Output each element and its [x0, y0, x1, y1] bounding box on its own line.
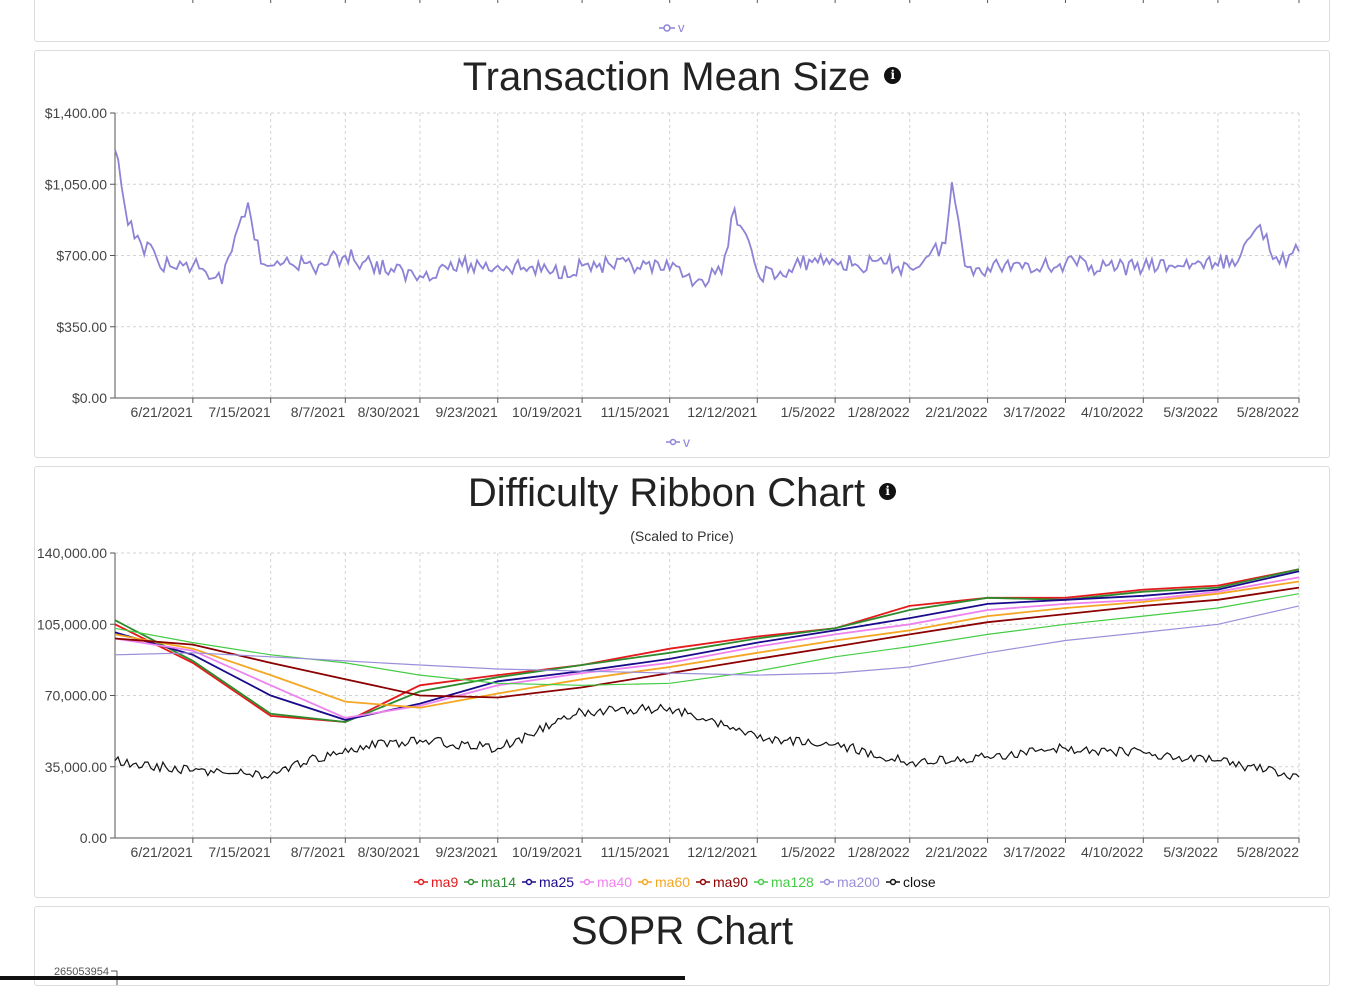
- x-tick-label: 3/17/2022: [1003, 844, 1065, 860]
- tx-mean-size-panel: Transaction Mean Size i $0.00 $350.00 $700.…: [34, 50, 1330, 458]
- series-line-ma25[interactable]: [114, 570, 1300, 721]
- x-tick-label: 9/23/2021: [435, 404, 497, 420]
- y-tick-label: $700.00: [56, 248, 107, 264]
- y-tick-label: $1,050.00: [45, 176, 107, 192]
- x-tick-label: 7/15/2021: [208, 844, 270, 860]
- ribbon-chart-svg: 0.00 35,000.00 70,000.00 105,000.00 140,000.…: [37, 545, 1300, 890]
- legend-item-ma9[interactable]: ma9: [414, 874, 458, 890]
- x-tick-label: 2/21/2022: [925, 844, 987, 860]
- panel-title: Transaction Mean Size: [462, 55, 871, 99]
- tx-panel-title-row: Transaction Mean Size i: [35, 55, 1329, 100]
- x-tick-label: 4/10/2022: [1081, 404, 1143, 420]
- x-tick-label: 6/21/2021: [131, 844, 193, 860]
- x-tick-label: 1/28/2022: [847, 844, 909, 860]
- legend-label: ma90: [713, 874, 748, 890]
- x-tick-label: 12/12/2021: [687, 404, 757, 420]
- legend-item-ma90[interactable]: ma90: [696, 874, 748, 890]
- series-line-ma14[interactable]: [114, 568, 1300, 723]
- x-tick-label: 3/17/2022: [1003, 404, 1065, 420]
- y-tick-label: $350.00: [56, 319, 107, 335]
- top-chart-panel: v: [34, 0, 1330, 42]
- x-tick-label: 1/5/2022: [781, 844, 836, 860]
- legend-item-ma14[interactable]: ma14: [464, 874, 516, 890]
- legend-label: ma14: [481, 874, 516, 890]
- legend-label: ma40: [597, 874, 632, 890]
- legend-label: v: [683, 434, 690, 450]
- legend-item-ma200[interactable]: ma200: [820, 874, 880, 890]
- series-line-v[interactable]: [114, 149, 1300, 289]
- legend-label: ma128: [771, 874, 814, 890]
- info-icon[interactable]: i: [884, 66, 902, 84]
- x-tick-label: 9/23/2021: [435, 844, 497, 860]
- x-tick-label: 1/28/2022: [847, 404, 909, 420]
- legend-item-close[interactable]: close: [886, 874, 936, 890]
- sopr-partial-tick: 265053954: [54, 966, 109, 978]
- legend-label: close: [903, 874, 936, 890]
- legend-label: ma60: [655, 874, 690, 890]
- x-tick-label: 12/12/2021: [687, 844, 757, 860]
- y-tick-label: 0.00: [80, 830, 107, 846]
- y-tick-label: 35,000.00: [45, 759, 107, 775]
- x-tick-label: 5/3/2022: [1163, 844, 1218, 860]
- grid-lines: [115, 112, 1300, 398]
- legend-item-ma60[interactable]: ma60: [638, 874, 690, 890]
- x-tick-label: 8/30/2021: [358, 404, 420, 420]
- x-tick-label: 4/10/2022: [1081, 844, 1143, 860]
- legend-label: ma200: [837, 874, 880, 890]
- series-line-ma200[interactable]: [114, 605, 1300, 676]
- y-tick-label: 140,000.00: [37, 545, 107, 561]
- x-tick-label: 10/19/2021: [512, 844, 582, 860]
- top-chart-svg: v: [192, 0, 1300, 35]
- panel-title: SOPR Chart: [570, 909, 794, 953]
- series-line-close[interactable]: [114, 703, 1300, 781]
- x-tick-label: 2/21/2022: [925, 404, 987, 420]
- legend-item-v[interactable]: v: [666, 434, 690, 450]
- x-tick-label: 8/7/2021: [291, 404, 346, 420]
- x-tick-label: 11/15/2021: [601, 844, 670, 860]
- bottom-scrollbar[interactable]: [0, 976, 685, 980]
- legend-label: ma9: [431, 874, 458, 890]
- x-tick-label: 11/15/2021: [601, 404, 670, 420]
- x-tick-label: 5/28/2022: [1237, 844, 1299, 860]
- x-tick-label: 8/7/2021: [291, 844, 346, 860]
- sopr-panel: SOPR Chart 265053954: [34, 906, 1330, 986]
- x-tick-label: 8/30/2021: [358, 844, 420, 860]
- difficulty-ribbon-panel: Difficulty Ribbon Chart i (Scaled to Pric…: [34, 466, 1330, 898]
- y-tick-label: $1,400.00: [45, 105, 107, 121]
- legend-item-ma40[interactable]: ma40: [580, 874, 632, 890]
- x-tick-label: 7/15/2021: [208, 404, 270, 420]
- tx-chart-svg: $0.00 $350.00 $700.00 $1,050.00 $1,400.00 6/2…: [45, 105, 1300, 450]
- x-tick-label: 1/5/2022: [781, 404, 836, 420]
- series-line-ma40[interactable]: [114, 576, 1300, 719]
- ribbon-panel-title-row: Difficulty Ribbon Chart i: [35, 471, 1329, 516]
- y-tick-label: $0.00: [72, 390, 107, 406]
- grid-lines: [115, 552, 1300, 838]
- x-tick-label: 6/21/2021: [131, 404, 193, 420]
- series-line-ma90[interactable]: [114, 586, 1300, 699]
- x-tick-label: 10/19/2021: [512, 404, 582, 420]
- panel-title: Difficulty Ribbon Chart: [467, 471, 866, 515]
- series-line-ma9[interactable]: [114, 568, 1300, 723]
- x-tick-label: 5/28/2022: [1237, 404, 1299, 420]
- info-icon[interactable]: i: [879, 482, 897, 500]
- legend-item-ma128[interactable]: ma128: [754, 874, 814, 890]
- legend-label: ma25: [539, 874, 574, 890]
- legend-item-ma25[interactable]: ma25: [522, 874, 574, 890]
- top-legend-label: v: [678, 20, 685, 35]
- y-tick-label: 105,000.00: [37, 616, 107, 632]
- y-tick-label: 70,000.00: [45, 688, 107, 704]
- series-line-ma60[interactable]: [114, 580, 1300, 709]
- top-legend[interactable]: v: [659, 20, 685, 35]
- chart-subtitle: (Scaled to Price): [630, 528, 734, 544]
- x-tick-label: 5/3/2022: [1163, 404, 1218, 420]
